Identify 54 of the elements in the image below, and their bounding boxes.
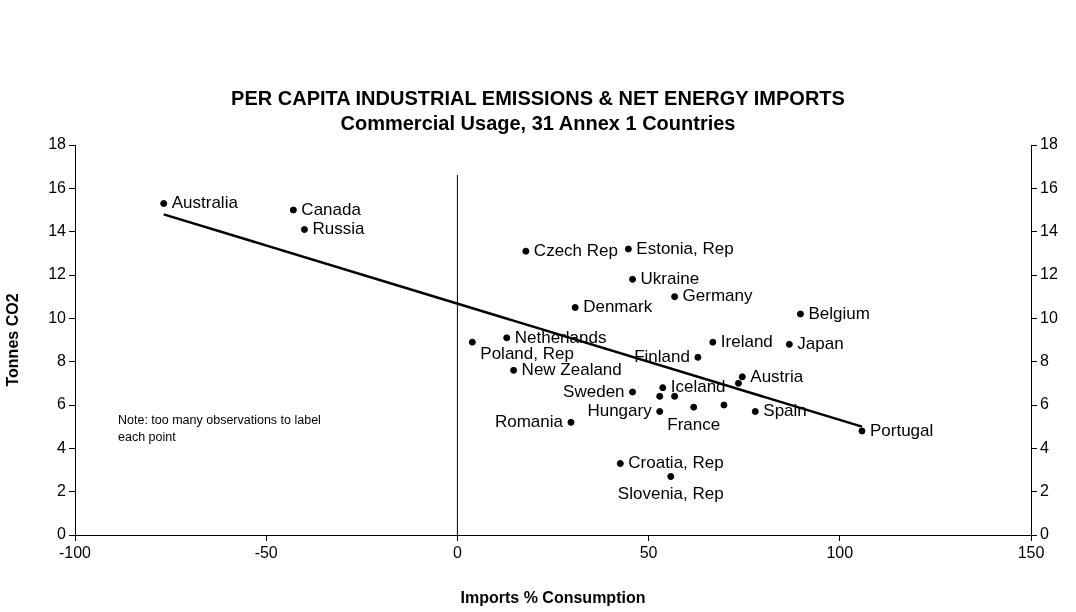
y-tick-label: 14 — [48, 222, 67, 240]
y-tick-label: 6 — [57, 395, 67, 413]
annotation: Denmark — [583, 297, 653, 317]
y-tick-label: 18 — [48, 135, 67, 153]
annotation: Spain — [763, 401, 807, 421]
annotation: Iceland — [670, 377, 726, 397]
annotation: France — [667, 414, 721, 434]
chart-subtitle: Commercial Usage, 31 Annex 1 Countries — [339, 111, 737, 136]
y2-tick-label: 10 — [1040, 308, 1058, 326]
x-axis-title: Imports % Consumption — [460, 588, 646, 606]
annotation: Sweden — [563, 381, 625, 401]
annotation: Russia — [312, 219, 365, 239]
y2-tick-label: 8 — [1040, 352, 1049, 370]
annotation: Romania — [494, 412, 564, 432]
annotation: Germany — [682, 286, 754, 306]
x-tick-label: 150 — [1017, 544, 1045, 562]
y2-tick-label: 2 — [1040, 482, 1049, 500]
y2-tick-label: 14 — [1040, 222, 1058, 240]
annotation: Canada — [301, 199, 362, 219]
y-tick-label: 0 — [57, 525, 67, 543]
y2-tick-label: 0 — [1040, 525, 1049, 543]
annotation: Ukraine — [640, 269, 700, 289]
annotation: Australia — [171, 193, 239, 213]
annotation: Poland, Rep — [480, 343, 574, 363]
y-tick-label: 4 — [57, 438, 67, 456]
y2-tick-label: 4 — [1040, 438, 1049, 456]
x-tick-label: 100 — [826, 544, 854, 562]
annotation: Portugal — [869, 420, 934, 440]
y2-tick-label: 12 — [1040, 265, 1058, 283]
y2-tick-label: 18 — [1040, 135, 1058, 153]
annotation: Estonia, Rep — [636, 238, 734, 258]
x-tick-label: -100 — [58, 544, 92, 562]
x-tick-label: 0 — [452, 544, 462, 562]
y2-tick-label: 16 — [1040, 178, 1058, 196]
y-tick-label: 16 — [48, 178, 67, 196]
annotation: Hungary — [587, 401, 653, 421]
x-tick-label: -50 — [254, 544, 278, 562]
annotation: Ireland — [720, 331, 773, 351]
annotation: Czech Rep — [533, 240, 618, 260]
y-tick-label: 8 — [57, 352, 67, 370]
x-tick-label: 50 — [639, 544, 658, 562]
annotation: Slovenia, Rep — [617, 484, 724, 504]
annotation: Croatia, Rep — [628, 453, 724, 473]
annotation: Note: too many observations to label each point — [118, 412, 322, 446]
annotation: Austria — [750, 366, 804, 386]
y-tick-label: 2 — [57, 482, 67, 500]
y-tick-label: 12 — [48, 265, 67, 283]
chart-title: PER CAPITA INDUSTRIAL EMISSIONS & NET ENERGY IMPORTS — [230, 86, 846, 111]
y-axis-title: Tonnes CO2 — [4, 293, 22, 387]
annotation: Finland — [634, 347, 690, 367]
y-tick-label: 10 — [48, 308, 67, 326]
annotation: Belgium — [808, 303, 870, 323]
y2-tick-label: 6 — [1040, 395, 1049, 413]
annotation: Japan — [797, 334, 844, 354]
